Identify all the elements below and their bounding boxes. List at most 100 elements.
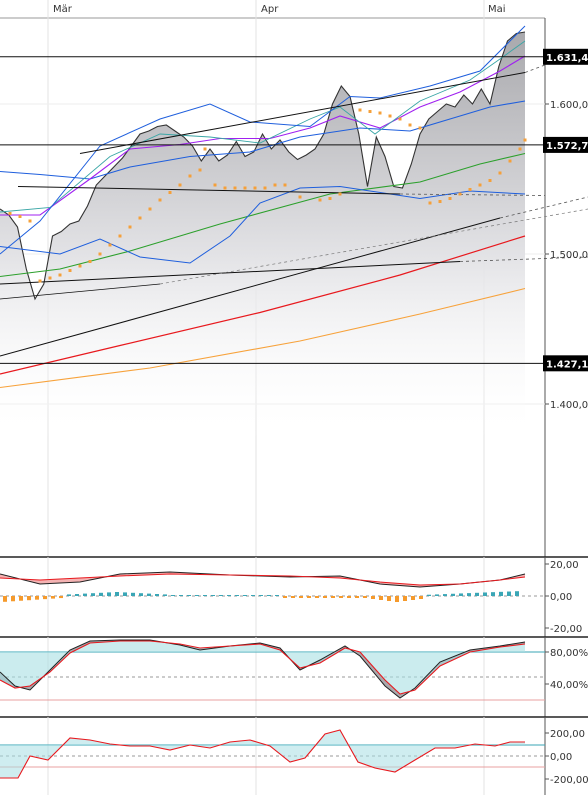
parabolic-sar-dot — [188, 174, 192, 178]
macd-histogram-bar — [355, 596, 359, 598]
parabolic-sar-dot — [368, 110, 372, 113]
moving-average-100 — [0, 152, 526, 278]
parabolic-sar-dot — [283, 183, 287, 187]
trendline-bottom-extension — [159, 208, 588, 285]
parabolic-sar-dot — [253, 186, 257, 190]
macd-histogram-bar — [59, 596, 63, 599]
parabolic-sar-dot — [388, 114, 392, 118]
macd-histogram-bar — [251, 595, 255, 596]
macd-histogram-bar — [291, 596, 295, 598]
macd-histogram-bar — [227, 595, 231, 596]
macd-histogram-bar — [499, 591, 503, 596]
macd-histogram-bar — [507, 591, 511, 596]
parabolic-sar-dot — [128, 225, 132, 229]
macd-histogram-bar — [195, 595, 199, 596]
parabolic-sar-dot — [28, 219, 32, 223]
macd-histogram-bar — [363, 596, 367, 598]
price-tick-label: 1.500,00 — [550, 250, 588, 261]
parabolic-sar-dot — [523, 138, 527, 142]
macd-histogram-bar — [483, 592, 487, 596]
macd-histogram-bar — [419, 596, 423, 599]
macd-histogram-bar — [243, 595, 247, 596]
macd-histogram-bar — [219, 595, 223, 596]
macd-histogram-bar — [451, 593, 455, 596]
parabolic-sar-dot — [203, 147, 207, 151]
cci-line — [0, 729, 525, 779]
parabolic-sar-dot — [138, 216, 142, 220]
macd-histogram-bar — [267, 595, 271, 596]
macd-histogram-bar — [435, 594, 439, 596]
parabolic-sar-dot — [398, 117, 402, 121]
price-tick-label: 1.600,00 — [550, 100, 588, 111]
macd-histogram-bar — [387, 596, 391, 601]
parabolic-sar-dot — [108, 243, 112, 247]
parabolic-sar-dot — [448, 197, 452, 200]
parabolic-sar-dot — [118, 234, 122, 238]
price-badge-label: 1.427,12 — [546, 359, 588, 370]
macd-signal-line — [0, 573, 526, 586]
macd-histogram-bar — [491, 592, 495, 596]
macd-histogram-bar — [11, 596, 15, 602]
parabolic-sar-dot — [78, 264, 82, 268]
parabolic-sar-dot — [298, 195, 302, 199]
parabolic-sar-dot — [243, 186, 247, 190]
parabolic-sar-dot — [148, 207, 152, 211]
macd-histogram-bar — [35, 596, 39, 600]
parabolic-sar-dot — [58, 273, 62, 277]
panel-tick-label: 80,00% — [550, 648, 588, 659]
macd-histogram-bar — [75, 594, 79, 596]
bollinger-upper — [0, 25, 526, 255]
macd-histogram-bar — [83, 593, 87, 596]
price-tick-label: 1.400,00 — [550, 400, 588, 411]
macd-histogram-bar — [3, 596, 7, 602]
trendline-upper-extension — [524, 64, 546, 73]
parabolic-sar-dot — [508, 159, 512, 163]
parabolic-sar-dot — [168, 191, 172, 194]
macd-histogram-bar — [395, 596, 399, 602]
macd-histogram-bar — [27, 596, 31, 601]
trendline-horizontal — [17, 186, 401, 195]
macd-histogram-bar — [235, 595, 239, 596]
macd-histogram-bar — [187, 595, 191, 596]
macd-histogram-bar — [131, 592, 135, 596]
macd-histogram-bar — [459, 593, 463, 596]
macd-histogram-bar — [299, 596, 303, 598]
cci-fill — [0, 730, 525, 778]
month-label-0: Mär — [53, 4, 73, 15]
parabolic-sar-dot — [418, 126, 422, 130]
trendline-horizontal-extension — [399, 193, 546, 196]
trendline-upper — [79, 72, 526, 154]
macd-histogram-bar — [115, 592, 119, 596]
price-area — [0, 32, 525, 440]
macd-histogram-bar — [307, 596, 311, 598]
macd-histogram-bar — [371, 596, 375, 599]
parabolic-sar-dot — [198, 168, 202, 172]
macd-histogram-bar — [147, 593, 151, 596]
parabolic-sar-dot — [233, 186, 237, 190]
macd-histogram-bar — [283, 596, 287, 598]
parabolic-sar-dot — [328, 197, 332, 200]
parabolic-sar-dot — [18, 215, 22, 218]
month-bar — [0, 0, 588, 18]
parabolic-sar-dot — [68, 269, 72, 272]
moving-average-250 — [0, 287, 526, 389]
parabolic-sar-dot — [273, 183, 277, 187]
macd-histogram-bar — [475, 592, 479, 596]
macd-histogram-bar — [315, 596, 319, 598]
macd-histogram-bar — [179, 595, 183, 596]
parabolic-sar-dot — [98, 252, 102, 256]
panel-tick-label: 20,00 — [550, 560, 579, 571]
parabolic-sar-dot — [158, 198, 162, 202]
parabolic-sar-dot — [428, 201, 432, 205]
parabolic-sar-dot — [498, 171, 502, 175]
parabolic-sar-dot — [213, 183, 217, 187]
price-badge-label: 1.631,47 — [546, 53, 588, 64]
macd-histogram-bar — [379, 596, 383, 600]
macd-histogram-bar — [275, 595, 279, 596]
macd-histogram-bar — [19, 596, 23, 601]
macd-histogram-bar — [347, 596, 351, 598]
macd-histogram-bar — [171, 595, 175, 596]
panel-tick-label: 40,00% — [550, 680, 588, 691]
macd-histogram-bar — [139, 593, 143, 596]
